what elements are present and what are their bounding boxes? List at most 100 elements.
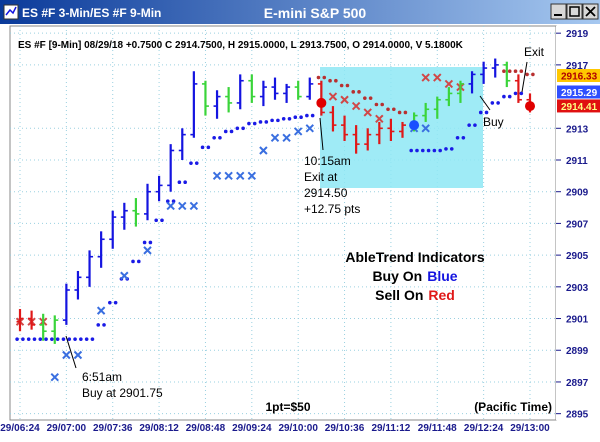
stop-dot (380, 102, 385, 107)
stop-dot (264, 120, 269, 124)
x-marker (305, 124, 314, 133)
signal (316, 97, 327, 108)
stop-dot (189, 161, 193, 165)
x-tick-label: 29/13:00 (510, 423, 550, 434)
stop-dot (235, 126, 240, 131)
stop-dot (374, 102, 379, 107)
stop-dot (183, 180, 187, 184)
stop-dot (113, 300, 118, 305)
annotation-text: +12.75 pts (304, 202, 360, 216)
stop-dot (531, 72, 535, 77)
indicator-line: Sell On Red (375, 287, 455, 303)
stop-dot (403, 110, 408, 115)
stop-dot (73, 337, 77, 341)
stop-dot (206, 145, 211, 150)
point-value: 1pt=$50 (265, 400, 310, 414)
stop-dot (218, 136, 222, 140)
x-marker (340, 95, 349, 104)
stop-dot (96, 323, 101, 327)
annotation-text: Buy (483, 115, 504, 129)
x-marker (224, 171, 233, 181)
x-marker (282, 133, 291, 143)
x-marker (328, 92, 338, 101)
exit-pointer (319, 117, 324, 151)
stop-dot (519, 69, 524, 74)
annotation-text: Exit (524, 45, 545, 59)
stop-dot (270, 118, 274, 123)
app-icon-glyph (5, 6, 17, 16)
stop-dot (438, 148, 442, 153)
stop-dot (478, 110, 483, 115)
stop-dot (177, 180, 182, 184)
stop-dot (415, 148, 419, 153)
indicator-text: Sell On (375, 287, 423, 303)
annotation-text: 10:15am (304, 154, 351, 168)
x-marker (96, 306, 106, 315)
stop-dot (165, 199, 170, 204)
price-tag (557, 85, 600, 99)
stop-dot (38, 337, 43, 341)
stop-dot (467, 123, 471, 127)
window-buttons[interactable] (550, 3, 599, 20)
minimize-button[interactable] (550, 3, 567, 20)
stop-dot (50, 337, 54, 341)
stop-dot (148, 240, 153, 245)
stop-dot (339, 83, 344, 88)
stop-dot (55, 337, 60, 341)
x-marker (270, 133, 280, 143)
stop-dot (392, 107, 396, 112)
stop-dot (322, 75, 327, 80)
stop-dot (137, 259, 141, 264)
plot (15, 58, 535, 382)
annotations: 10:15am Exit at 2914.50 +12.75 pts 6:51a… (65, 45, 552, 414)
stop-dot (108, 300, 112, 305)
stop-dot (252, 121, 257, 126)
stop-dot (154, 218, 158, 223)
price-tag-label: 2915.29 (561, 88, 598, 99)
stop-dot (473, 123, 477, 127)
x-marker (293, 127, 303, 136)
price-tag (557, 99, 600, 113)
indicator-color: Red (428, 287, 454, 303)
x-marker (375, 114, 384, 123)
stop-dot (299, 115, 303, 119)
x-marker (444, 79, 454, 89)
y-tick-label: 2907 (566, 219, 589, 230)
close-glyph (585, 6, 596, 17)
y-tick-label: 2917 (566, 61, 589, 72)
stop-dot (449, 147, 454, 151)
window-left-title: ES #F 3-Min/ES #F 9-Min (22, 6, 161, 20)
window-center-title: E-mini S&P 500 (264, 5, 367, 21)
stop-dot (21, 337, 25, 341)
stop-dot (507, 69, 512, 74)
x-tick-label: 29/11:48 (418, 423, 457, 434)
stop-dot (397, 110, 402, 115)
x-marker (421, 73, 430, 82)
x-marker (212, 171, 222, 181)
buy-pointer (479, 95, 491, 111)
y-tick-label: 2901 (566, 315, 589, 326)
stop-dot (490, 101, 495, 105)
buy-pointer (65, 335, 77, 369)
title-bar (0, 0, 600, 24)
x-marker (247, 171, 257, 181)
stop-dot (223, 129, 228, 134)
y-tick-label: 2899 (566, 346, 589, 357)
stop-dot (461, 136, 466, 140)
x-marker (189, 201, 199, 211)
stop-dot (212, 136, 216, 140)
stop-dot (44, 337, 48, 341)
x-marker (421, 124, 430, 133)
stop-dot (160, 218, 164, 223)
stop-dot (334, 78, 338, 83)
x-marker (178, 201, 187, 211)
y-tick-label: 2895 (566, 410, 589, 421)
annotation-text: Buy at 2901.75 (82, 386, 163, 400)
x-marker (433, 73, 442, 82)
indicator-line: Buy On Blue (372, 268, 457, 284)
stop-dot (502, 69, 506, 74)
stop-dot (386, 107, 390, 112)
x-tick-label: 29/07:36 (93, 423, 133, 434)
stop-dot (276, 118, 280, 123)
